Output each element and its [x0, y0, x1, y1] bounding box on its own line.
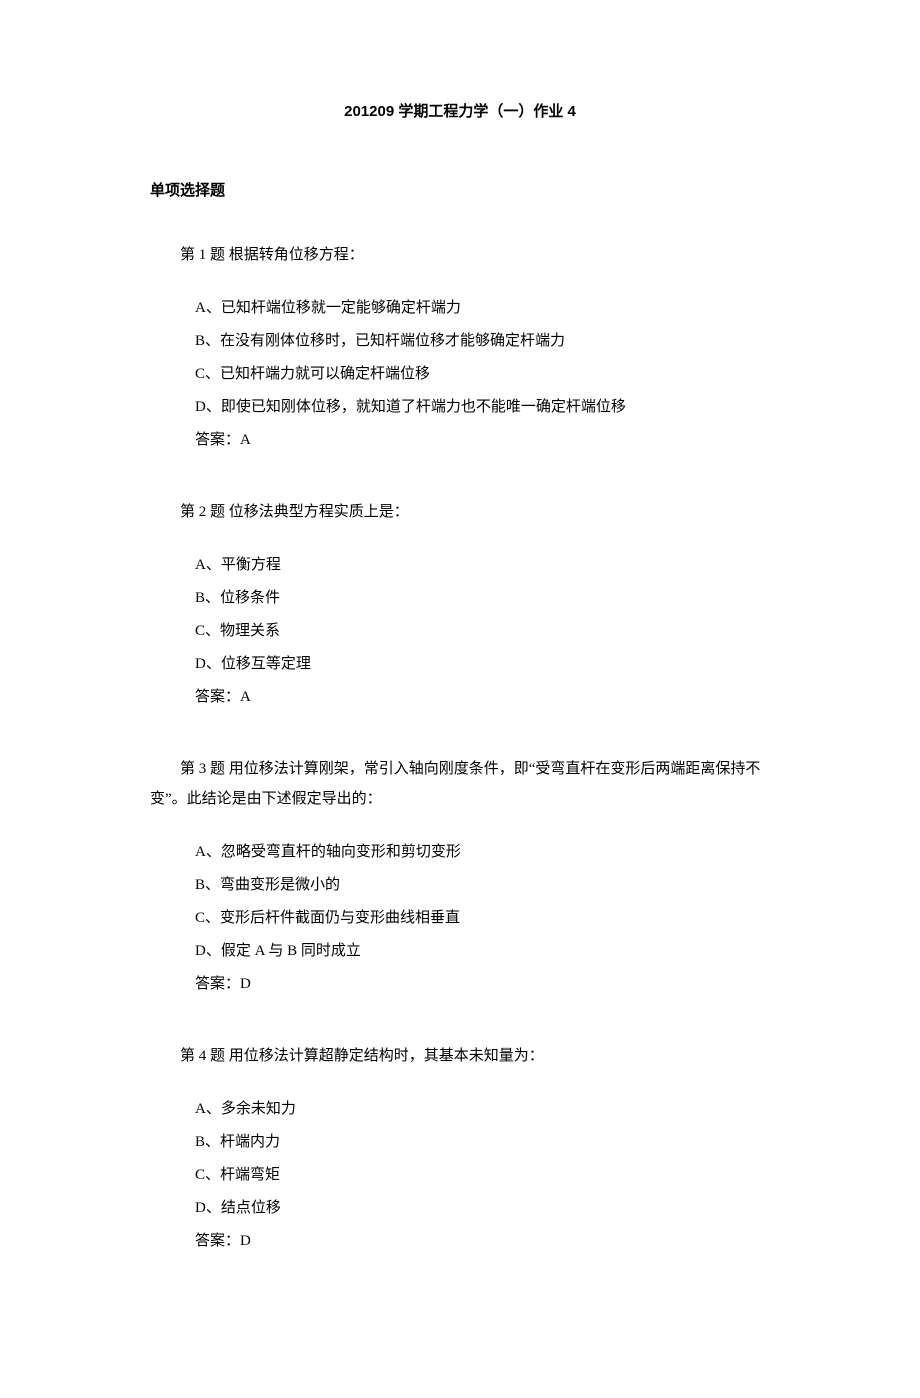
- page-title: 201209 学期工程力学（一）作业 4: [150, 100, 770, 121]
- question-option: B、弯曲变形是微小的: [150, 869, 770, 902]
- question-option: B、杆端内力: [150, 1126, 770, 1159]
- question-answer: 答案：A: [150, 681, 770, 714]
- question-option: D、即使已知刚体位移，就知道了杆端力也不能唯一确定杆端位移: [150, 391, 770, 424]
- question-prompt: 第 3 题 用位移法计算刚架，常引入轴向刚度条件，即“受弯直杆在变形后两端距离保…: [150, 754, 770, 814]
- question-block: 第 3 题 用位移法计算刚架，常引入轴向刚度条件，即“受弯直杆在变形后两端距离保…: [150, 754, 770, 1001]
- question-option: B、在没有刚体位移时，已知杆端位移才能够确定杆端力: [150, 325, 770, 358]
- section-header: 单项选择题: [150, 179, 770, 200]
- question-block: 第 1 题 根据转角位移方程： A、已知杆端位移就一定能够确定杆端力B、在没有刚体…: [150, 240, 770, 457]
- question-option: D、结点位移: [150, 1192, 770, 1225]
- question-prompt: 第 1 题 根据转角位移方程：: [150, 240, 770, 270]
- question-option: A、已知杆端位移就一定能够确定杆端力: [150, 292, 770, 325]
- question-block: 第 2 题 位移法典型方程实质上是： A、平衡方程B、位移条件C、物理关系D、位移…: [150, 497, 770, 714]
- questions-container: 第 1 题 根据转角位移方程： A、已知杆端位移就一定能够确定杆端力B、在没有刚体…: [150, 240, 770, 1258]
- question-option: C、变形后杆件截面仍与变形曲线相垂直: [150, 902, 770, 935]
- question-block: 第 4 题 用位移法计算超静定结构时，其基本未知量为： A、多余未知力B、杆端内力…: [150, 1041, 770, 1258]
- question-option: D、假定 A 与 B 同时成立: [150, 935, 770, 968]
- question-option: C、已知杆端力就可以确定杆端位移: [150, 358, 770, 391]
- question-option: B、位移条件: [150, 582, 770, 615]
- question-option: C、杆端弯矩: [150, 1159, 770, 1192]
- question-prompt: 第 2 题 位移法典型方程实质上是：: [150, 497, 770, 527]
- question-answer: 答案：D: [150, 1225, 770, 1258]
- question-answer: 答案：A: [150, 424, 770, 457]
- question-option: A、忽略受弯直杆的轴向变形和剪切变形: [150, 836, 770, 869]
- question-prompt: 第 4 题 用位移法计算超静定结构时，其基本未知量为：: [150, 1041, 770, 1071]
- question-option: D、位移互等定理: [150, 648, 770, 681]
- question-answer: 答案：D: [150, 968, 770, 1001]
- question-option: A、多余未知力: [150, 1093, 770, 1126]
- question-option: A、平衡方程: [150, 549, 770, 582]
- question-option: C、物理关系: [150, 615, 770, 648]
